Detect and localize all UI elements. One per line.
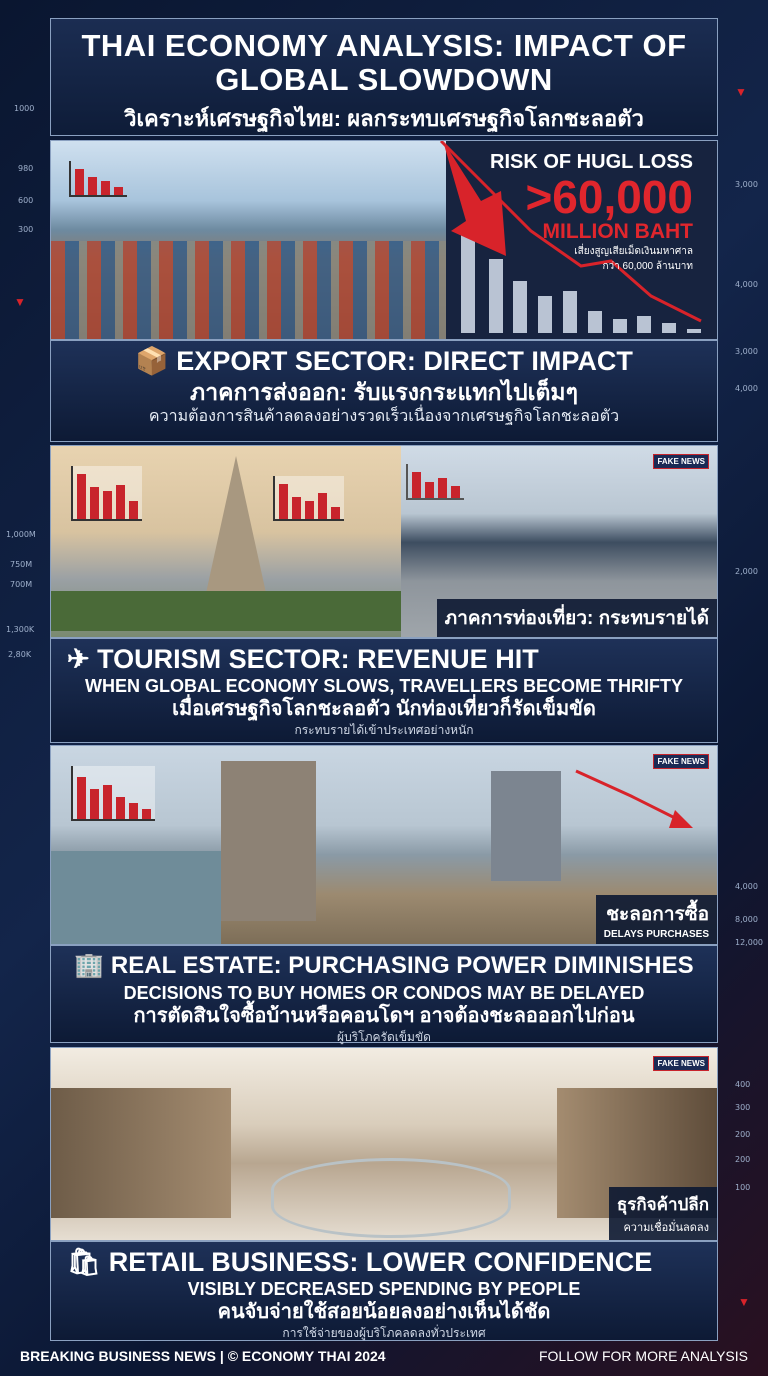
tourism-thai: เมื่อเศรษฐกิจโลกชะลอตัว นักท่องเที่ยวก็ร… [172, 698, 596, 720]
fake-news-badge: FAKE NEWS [653, 454, 709, 469]
retail-heading-text: RETAIL BUSINESS: LOWER CONFIDENCE [108, 1247, 653, 1277]
side-axis-label: 200 [735, 1130, 751, 1139]
real-estate-sub: DECISIONS TO BUY HOMES OR CONDOS MAY BE … [123, 983, 645, 1003]
side-axis-label: 980 [18, 164, 34, 173]
retail-tag-thai: ธุรกิจค้าปลีก [616, 1195, 709, 1214]
decline-chart-icon [71, 766, 155, 821]
footer-follow: FOLLOW FOR MORE ANALYSIS [538, 1348, 748, 1364]
fake-news-badge: FAKE NEWS [653, 754, 709, 769]
real-estate-thai: การตัดสินใจซื้อบ้านหรือคอนโดฯ อาจต้องชะล… [133, 1005, 635, 1027]
decline-chart-icon [406, 464, 464, 500]
retail-note: การใช้จ่ายของผู้บริโภคลดลงทั่วประเทศ [282, 1326, 486, 1340]
retail-caption: 🛍 RETAIL BUSINESS: LOWER CONFIDENCE VISI… [50, 1241, 718, 1341]
tourism-caption: ✈ TOURISM SECTOR: REVENUE HIT WHEN GLOBA… [50, 638, 718, 743]
retail-heading: 🛍 RETAIL BUSINESS: LOWER CONFIDENCE [51, 1246, 717, 1278]
retail-mall-image: FAKE NEWS ธุรกิจค้าปลีก ความเชื่อมั่นลดล… [50, 1047, 718, 1241]
real-estate-note: ผู้บริโภครัดเข็มขัด [337, 1030, 431, 1044]
side-axis-label: 200 [735, 1155, 751, 1164]
side-axis-label: 3,000 [735, 180, 758, 189]
real-estate-tag-en: DELAYS PURCHASES [603, 929, 709, 940]
page-title-thai: วิเคราะห์เศรษฐกิจไทย: ผลกระทบเศรษฐกิจโลก… [124, 106, 644, 131]
temple-shape [201, 456, 271, 616]
side-axis-label: 300 [735, 1103, 751, 1112]
down-arrow-icon: ▼ [735, 85, 747, 99]
risk-label: RISK OF HUGL LOSS [490, 151, 693, 173]
risk-thai-2: กว่า 60,000 ล้านบาท [602, 261, 693, 272]
export-caption: 📦 EXPORT SECTOR: DIRECT IMPACT ภาคการส่ง… [50, 340, 718, 442]
side-axis-label: 2,80K [8, 650, 32, 659]
title-panel: THAI ECONOMY ANALYSIS: IMPACT OF GLOBAL … [50, 18, 718, 136]
decline-chart-icon [69, 161, 127, 197]
export-port-image: RISK OF HUGL LOSS >60,000 MILLION BAHT เ… [50, 140, 718, 340]
decline-chart-icon [273, 476, 344, 521]
tourism-tag: ภาคการท่องเที่ยว: กระทบรายได้ [436, 599, 717, 637]
export-thai: ภาคการส่งออก: รับแรงกระแทกไปเต็มๆ [190, 379, 578, 405]
risk-thai-1: เสี่ยงสูญเสียเม็ดเงินมหาศาล [574, 246, 693, 257]
tourism-note: กระทบรายได้เข้าประเทศอย่างหนัก [294, 723, 474, 737]
down-arrow-icon: ▼ [14, 295, 26, 309]
side-axis-label: 3,000 [735, 347, 758, 356]
building-icon: 🏢 [74, 952, 105, 979]
side-axis-label: 4,000 [735, 280, 758, 289]
risk-unit: MILLION BAHT [542, 220, 693, 243]
real-estate-heading-text: REAL ESTATE: PURCHASING POWER DIMINISHES [110, 952, 694, 979]
real-estate-caption: 🏢 REAL ESTATE: PURCHASING POWER DIMINISH… [50, 945, 718, 1044]
retail-sub: VISIBLY DECREASED SPENDING BY PEOPLE [187, 1279, 581, 1299]
tourism-image: FAKE NEWS ภาคการท่องเที่ยว: กระทบรายได้ [50, 445, 718, 638]
retail-tag: ธุรกิจค้าปลีก ความเชื่อมั่นลดลง [608, 1187, 717, 1240]
retail-thai: คนจับจ่ายใช้สอยน้อยลงอย่างเห็นได้ชัด [217, 1301, 551, 1323]
down-arrow-icon: ▼ [738, 1295, 750, 1309]
fake-news-badge: FAKE NEWS [653, 1056, 709, 1071]
side-axis-label: 4,000 [735, 384, 758, 393]
real-estate-image: FAKE NEWS ชะลอการซื้อ DELAYS PURCHASES [50, 745, 718, 945]
risk-amount: >60,000 [525, 171, 693, 223]
decline-chart-icon [71, 466, 142, 521]
airplane-icon: ✈ [67, 644, 90, 674]
shopping-bags-icon: 🛍 [67, 1247, 102, 1277]
side-axis-label: 600 [18, 196, 34, 205]
side-axis-label: 1,000M [6, 530, 36, 539]
side-axis-label: 1000 [14, 104, 35, 113]
side-axis-label: 8,000 [735, 915, 758, 924]
tourism-sub: WHEN GLOBAL ECONOMY SLOWS, TRAVELLERS BE… [84, 676, 683, 696]
side-axis-label: 100 [735, 1183, 751, 1192]
tourism-heading: ✈ TOURISM SECTOR: REVENUE HIT [51, 643, 717, 675]
side-axis-label: 12,000 [735, 938, 763, 947]
retail-tag-sub: ความเชื่อมั่นลดลง [623, 1222, 709, 1234]
export-note: ความต้องการสินค้าลดลงอย่างรวดเร็วเนื่องจ… [148, 408, 620, 425]
footer: BREAKING BUSINESS NEWS | © ECONOMY THAI … [0, 1348, 768, 1364]
real-estate-heading: 🏢 REAL ESTATE: PURCHASING POWER DIMINISH… [51, 950, 717, 982]
decline-bar-chart [439, 141, 702, 333]
side-axis-label: 300 [18, 225, 34, 234]
real-estate-tag: ชะลอการซื้อ DELAYS PURCHASES [595, 895, 717, 944]
export-heading-text: EXPORT SECTOR: DIRECT IMPACT [176, 346, 633, 376]
side-axis-label: 400 [735, 1080, 751, 1089]
tourism-heading-text: TOURISM SECTOR: REVENUE HIT [97, 644, 539, 674]
side-axis-label: 4,000 [735, 882, 758, 891]
page-title: THAI ECONOMY ANALYSIS: IMPACT OF GLOBAL … [81, 28, 687, 97]
real-estate-tag-thai: ชะลอการซื้อ [606, 904, 709, 925]
side-axis-label: 700M [10, 580, 33, 589]
package-icon: 📦 [135, 346, 169, 376]
side-axis-label: 1,300K [6, 625, 35, 634]
footer-credit: BREAKING BUSINESS NEWS | © ECONOMY THAI … [20, 1348, 386, 1364]
export-heading: 📦 EXPORT SECTOR: DIRECT IMPACT [51, 345, 717, 377]
decline-arrow-icon [575, 769, 693, 828]
side-axis-label: 750M [10, 560, 33, 569]
side-axis-label: 2,000 [735, 567, 758, 576]
